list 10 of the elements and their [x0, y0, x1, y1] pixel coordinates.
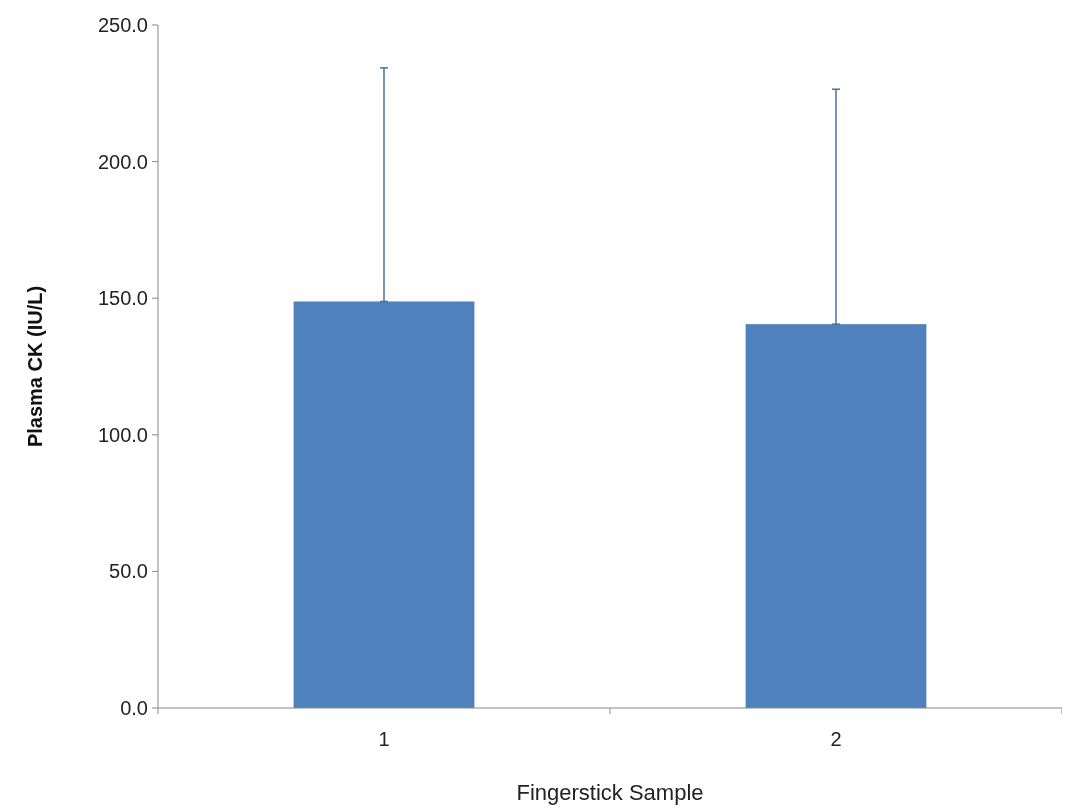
y-tick-label: 50.0 — [109, 560, 148, 583]
x-axis-title: Fingerstick Sample — [516, 780, 704, 805]
x-tick-label: 1 — [378, 728, 390, 750]
x-tick-label: 2 — [830, 728, 842, 750]
y-tick-label: 150.0 — [97, 287, 148, 310]
y-tick-label: 0.0 — [120, 697, 148, 719]
y-tick-label: 200.0 — [97, 150, 148, 173]
y-tick-label: 100.0 — [97, 423, 148, 446]
y-tick-label: 250.0 — [97, 14, 148, 36]
y-axis-title: Plasma CK (IU/L) — [24, 285, 46, 448]
